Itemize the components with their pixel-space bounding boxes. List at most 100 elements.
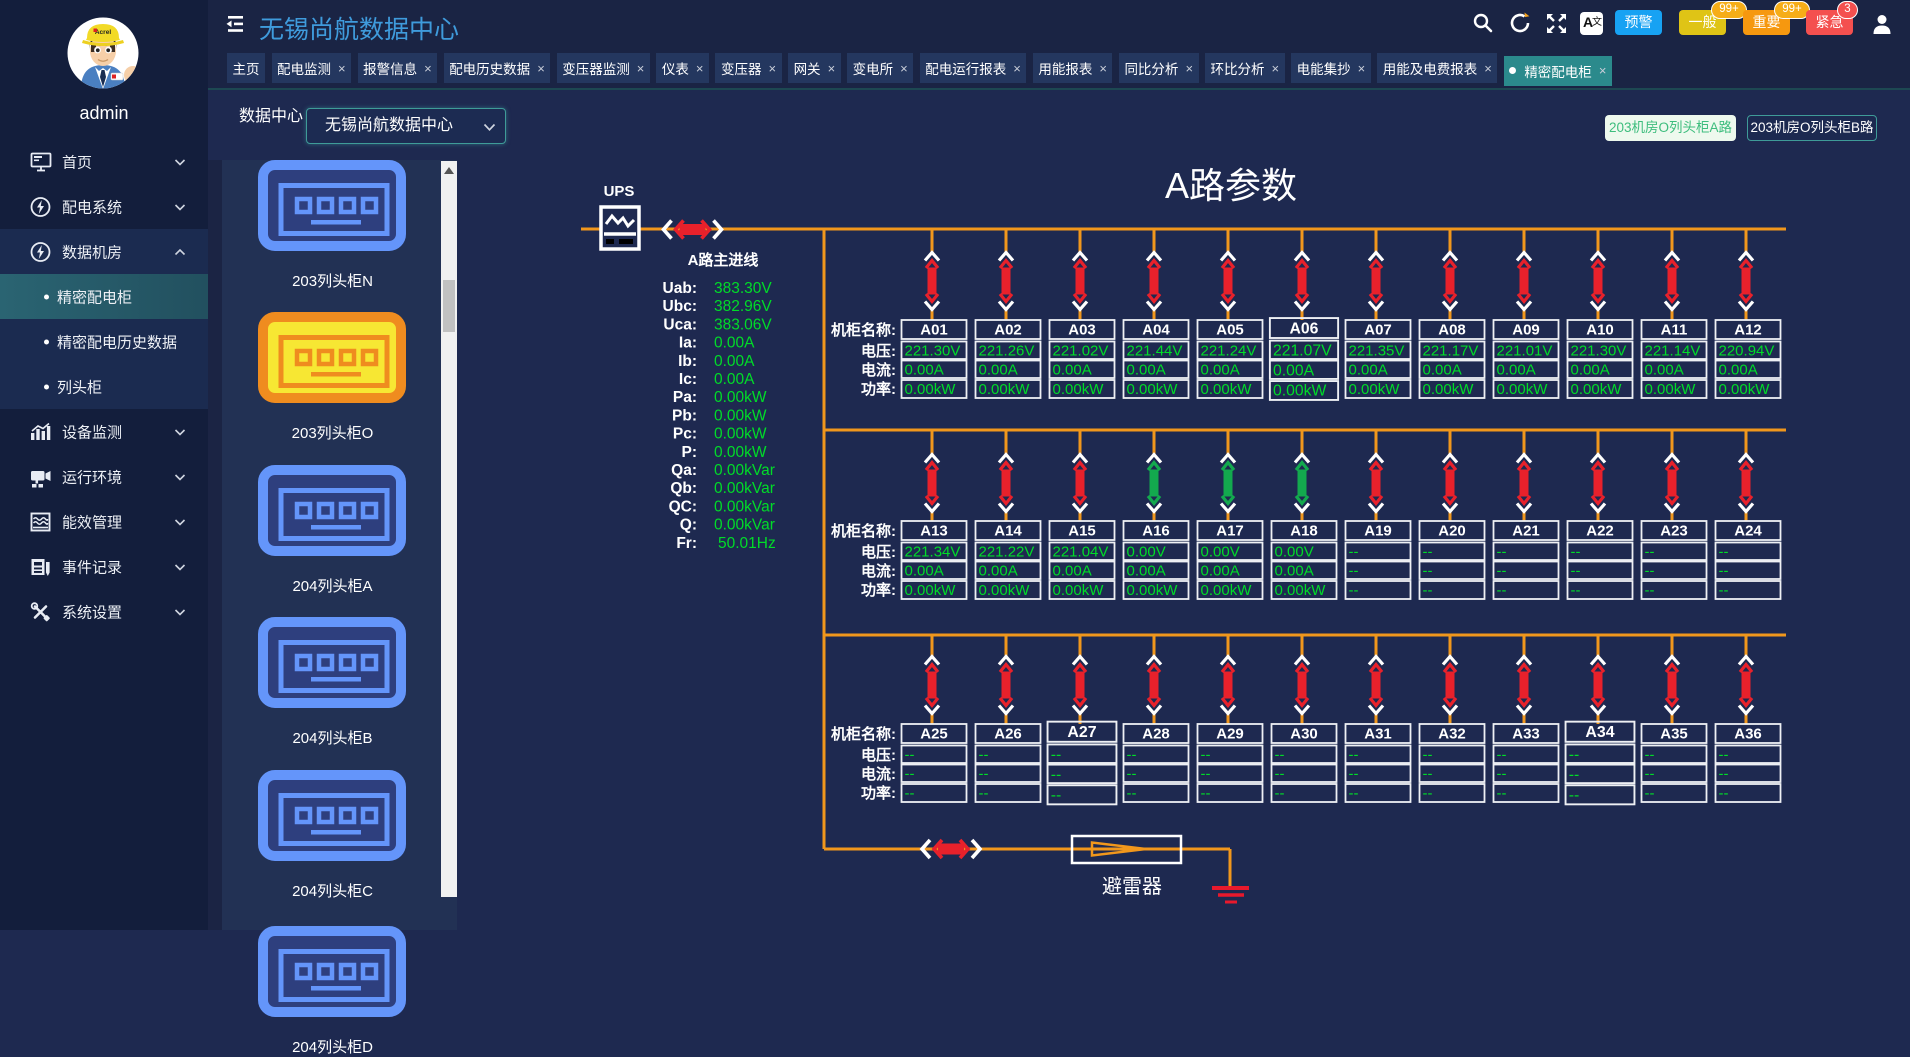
svg-text:0.00kW: 0.00kW — [1423, 381, 1475, 398]
svg-text:--: -- — [1569, 787, 1580, 804]
svg-text:A30: A30 — [1290, 726, 1318, 743]
svg-text:A09: A09 — [1512, 322, 1540, 339]
svg-text:--: -- — [1571, 563, 1581, 580]
svg-text:--: -- — [979, 766, 989, 783]
svg-text:A12: A12 — [1734, 322, 1762, 339]
svg-text:0.00kW: 0.00kW — [714, 444, 767, 461]
svg-text:0.00kW: 0.00kW — [979, 381, 1031, 398]
svg-text:--: -- — [1645, 582, 1655, 599]
svg-text:UPS: UPS — [604, 183, 635, 200]
svg-text:221.07V: 221.07V — [1273, 342, 1332, 359]
svg-text:221.30V: 221.30V — [1571, 343, 1627, 360]
svg-text:电压:: 电压: — [861, 342, 896, 360]
svg-text:0.00kW: 0.00kW — [905, 381, 957, 398]
svg-text:0.00kW: 0.00kW — [1053, 582, 1105, 599]
svg-text:--: -- — [1349, 747, 1359, 764]
svg-text:0.00A: 0.00A — [1127, 362, 1166, 379]
svg-text:221.17V: 221.17V — [1423, 343, 1479, 360]
svg-text:Qa:: Qa: — [671, 462, 697, 479]
svg-text:A26: A26 — [994, 726, 1022, 743]
svg-text:A08: A08 — [1438, 322, 1466, 339]
svg-text:电压:: 电压: — [861, 543, 896, 561]
svg-text:221.02V: 221.02V — [1053, 343, 1109, 360]
svg-text:A17: A17 — [1216, 523, 1244, 540]
svg-text:--: -- — [1349, 582, 1359, 599]
svg-text:0.00A: 0.00A — [1645, 362, 1684, 379]
svg-text:0.00kVar: 0.00kVar — [714, 462, 775, 479]
svg-text:A35: A35 — [1660, 726, 1688, 743]
svg-text:A13: A13 — [920, 523, 948, 540]
svg-text:--: -- — [1645, 766, 1655, 783]
svg-text:--: -- — [1051, 766, 1062, 783]
svg-text:--: -- — [1719, 582, 1729, 599]
svg-text:221.26V: 221.26V — [979, 343, 1035, 360]
svg-text:A27: A27 — [1067, 724, 1096, 741]
svg-text:0.00kVar: 0.00kVar — [714, 498, 775, 515]
svg-text:0.00kW: 0.00kW — [714, 426, 767, 443]
svg-text:0.00V: 0.00V — [1201, 544, 1240, 561]
svg-text:--: -- — [1423, 563, 1433, 580]
svg-text:--: -- — [1497, 544, 1507, 561]
svg-text:A07: A07 — [1364, 322, 1392, 339]
svg-text:--: -- — [1645, 563, 1655, 580]
svg-text:--: -- — [1275, 747, 1285, 764]
svg-text:A29: A29 — [1216, 726, 1244, 743]
svg-text:A31: A31 — [1364, 726, 1392, 743]
svg-text:0.00A: 0.00A — [1053, 563, 1092, 580]
svg-text:A路参数: A路参数 — [1165, 165, 1297, 206]
svg-text:0.00A: 0.00A — [714, 353, 755, 370]
svg-text:功率:: 功率: — [861, 581, 896, 599]
svg-text:Fr:: Fr: — [676, 535, 697, 552]
svg-text:0.00kW: 0.00kW — [714, 407, 767, 424]
svg-text:--: -- — [1497, 766, 1507, 783]
svg-text:0.00V: 0.00V — [1275, 544, 1314, 561]
svg-text:0.00A: 0.00A — [905, 563, 944, 580]
svg-text:Pa:: Pa: — [673, 389, 697, 406]
svg-text:0.00A: 0.00A — [1349, 362, 1388, 379]
svg-text:220.94V: 220.94V — [1719, 343, 1775, 360]
svg-text:A路主进线: A路主进线 — [688, 251, 759, 269]
svg-text:--: -- — [1051, 746, 1062, 763]
svg-text:A18: A18 — [1290, 523, 1318, 540]
svg-text:--: -- — [1497, 563, 1507, 580]
svg-text:A10: A10 — [1586, 322, 1614, 339]
svg-text:A15: A15 — [1068, 523, 1096, 540]
svg-text:A22: A22 — [1586, 523, 1614, 540]
svg-text:A34: A34 — [1585, 724, 1614, 741]
svg-text:0.00A: 0.00A — [1273, 362, 1315, 379]
svg-text:A05: A05 — [1216, 322, 1244, 339]
svg-text:0.00A: 0.00A — [979, 362, 1018, 379]
svg-text:221.35V: 221.35V — [1349, 343, 1405, 360]
svg-text:--: -- — [1571, 544, 1581, 561]
svg-text:--: -- — [1569, 766, 1580, 783]
svg-text:0.00kW: 0.00kW — [1275, 582, 1327, 599]
svg-text:0.00kW: 0.00kW — [714, 389, 767, 406]
svg-text:0.00A: 0.00A — [1053, 362, 1092, 379]
svg-text:A11: A11 — [1661, 322, 1688, 339]
svg-text:0.00kVar: 0.00kVar — [714, 517, 775, 534]
svg-text:0.00kW: 0.00kW — [979, 582, 1031, 599]
svg-text:--: -- — [1719, 544, 1729, 561]
svg-text:0.00kW: 0.00kW — [1201, 582, 1253, 599]
svg-text:A32: A32 — [1438, 726, 1466, 743]
svg-text:--: -- — [905, 747, 915, 764]
svg-text:--: -- — [905, 766, 915, 783]
svg-text:--: -- — [1201, 785, 1211, 802]
svg-text:--: -- — [1349, 544, 1359, 561]
svg-text:0.00kW: 0.00kW — [1497, 381, 1549, 398]
svg-text:Ubc:: Ubc: — [663, 298, 697, 315]
svg-text:0.00A: 0.00A — [1497, 362, 1536, 379]
svg-text:--: -- — [1127, 747, 1137, 764]
svg-text:A36: A36 — [1734, 726, 1762, 743]
svg-text:Pc:: Pc: — [673, 426, 697, 443]
svg-text:Uab:: Uab: — [663, 280, 697, 297]
svg-text:0.00kW: 0.00kW — [1349, 381, 1401, 398]
svg-text:A14: A14 — [994, 523, 1022, 540]
svg-text:A23: A23 — [1660, 523, 1688, 540]
svg-text:--: -- — [1349, 785, 1359, 802]
svg-text:A02: A02 — [994, 322, 1022, 339]
svg-text:0.00kVar: 0.00kVar — [714, 480, 775, 497]
svg-text:A06: A06 — [1290, 320, 1319, 337]
svg-text:Uca:: Uca: — [663, 316, 697, 333]
svg-text:--: -- — [979, 747, 989, 764]
